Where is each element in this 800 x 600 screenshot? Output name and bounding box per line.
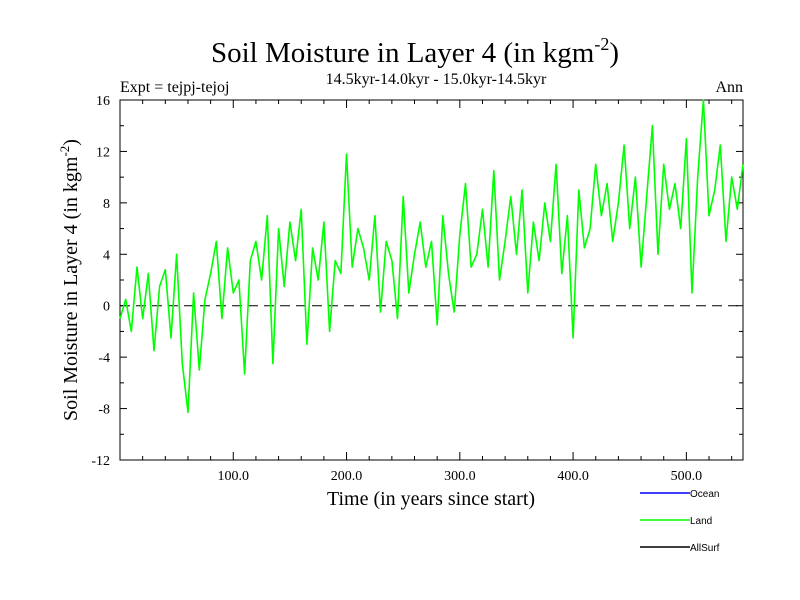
y-axis: -12 -8 -4 0 4 8 12 16 <box>91 94 743 469</box>
x-axis-label: Time (in years since start) <box>327 488 535 510</box>
x-tick-label: 500.0 <box>671 469 703 484</box>
y-axis-label-superscript: -2 <box>57 146 72 157</box>
y-tick-label: 16 <box>96 94 110 109</box>
y-tick-label: -4 <box>98 351 110 366</box>
y-axis-label-text: Soil Moisture in Layer 4 (in kgm <box>60 156 82 421</box>
legend: Ocean Land AllSurf <box>640 489 720 554</box>
y-tick-label: 8 <box>103 197 110 212</box>
x-tick-label: 300.0 <box>444 469 476 484</box>
y-tick-label: 12 <box>96 145 110 160</box>
y-tick-label: 0 <box>103 300 110 315</box>
legend-label-ocean: Ocean <box>690 489 719 500</box>
legend-label-allsurf: AllSurf <box>690 543 720 554</box>
y-tick-label: 4 <box>103 248 110 263</box>
y-axis-label-close: ) <box>60 139 82 146</box>
x-tick-label: 100.0 <box>218 469 250 484</box>
y-tick-label: -12 <box>91 454 110 469</box>
chart-subtitle: 14.5kyr-14.0kyr - 15.0kyr-14.5kyr <box>326 71 547 88</box>
y-axis-label: Soil Moisture in Layer 4 (in kgm-2) <box>57 139 82 421</box>
period-label: Ann <box>715 79 743 96</box>
series-group <box>119 99 744 414</box>
x-tick-label: 400.0 <box>557 469 589 484</box>
chart-title-text: Soil Moisture in Layer 4 (in kgm <box>211 37 595 69</box>
y-tick-label: -8 <box>98 403 110 418</box>
legend-label-land: Land <box>690 516 712 527</box>
x-tick-label: 200.0 <box>331 469 363 484</box>
chart-title-superscript: -2 <box>594 34 609 54</box>
series-line-land <box>119 99 744 414</box>
chart-title-close: ) <box>609 37 619 69</box>
x-axis: 100.0 200.0 300.0 400.0 500.0 <box>142 100 733 484</box>
chart-title: Soil Moisture in Layer 4 (in kgm-2) <box>211 34 619 69</box>
experiment-label: Expt = tejpj-tejoj <box>120 79 229 96</box>
